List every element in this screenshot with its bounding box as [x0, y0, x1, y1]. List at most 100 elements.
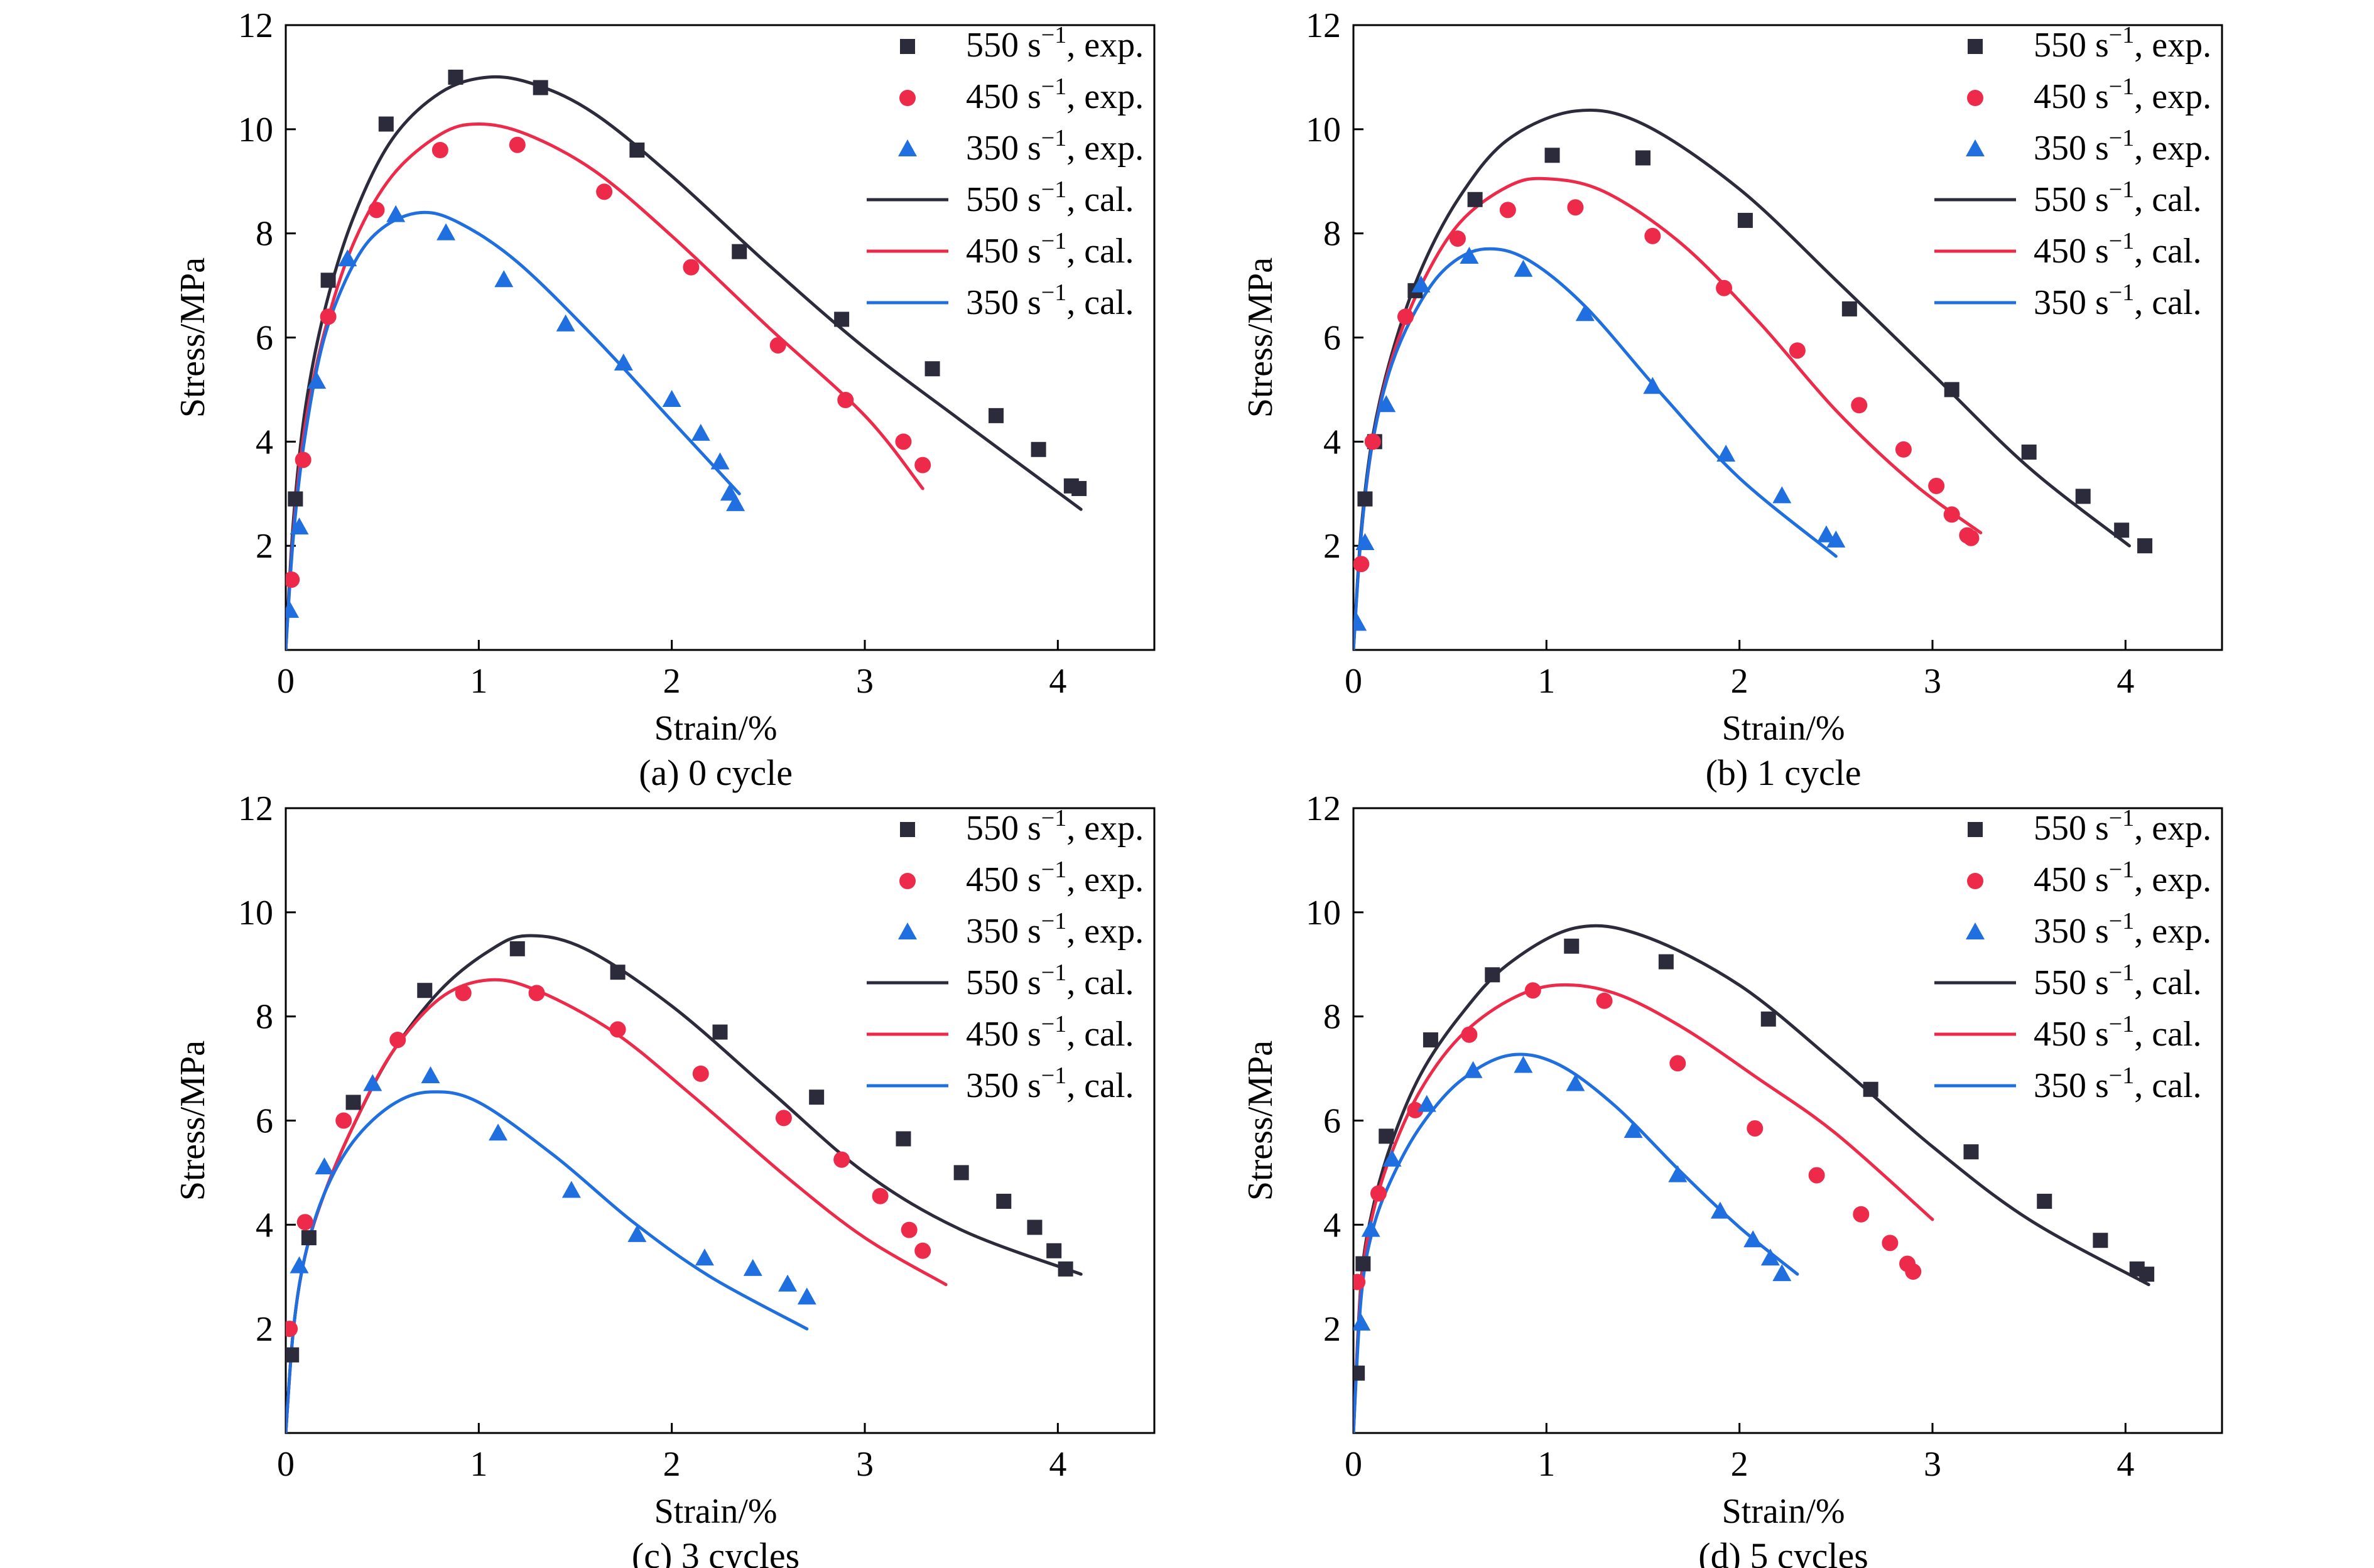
marker-s550-exp: [2114, 522, 2130, 538]
y-axis-title: Stress/MPa: [173, 1041, 212, 1201]
marker-s350-exp: [290, 517, 309, 535]
marker-s350-exp: [386, 205, 406, 222]
y-tick-label: 8: [256, 998, 273, 1037]
marker-s550-exp: [2021, 444, 2037, 460]
legend: 550 s−1, exp. 450 s−1, exp. 350 s−1, exp. 5…: [1934, 805, 2211, 1105]
marker-s450-exp: [389, 1031, 406, 1048]
legend: 550 s−1, exp. 450 s−1, exp. 350 s−1, exp. 5…: [1934, 22, 2211, 322]
marker-s550-exp: [1423, 1032, 1438, 1047]
marker-s450-exp: [528, 985, 545, 1002]
legend-label: 350 s−1, exp.: [2034, 908, 2211, 951]
marker-s550-exp: [1658, 954, 1674, 970]
legend-label: 550 s−1, exp.: [2034, 22, 2211, 65]
marker-s350-exp: [1377, 395, 1396, 413]
marker-s450-exp: [286, 1321, 298, 1338]
y-tick-label: 2: [1323, 1310, 1341, 1349]
marker-s350-exp: [1816, 525, 1836, 543]
marker-s450-exp: [1747, 1120, 1764, 1137]
marker-s450-exp: [837, 392, 854, 408]
marker-s350-exp: [726, 494, 745, 511]
marker-s350-exp: [1361, 1219, 1380, 1237]
y-tick-label: 6: [1323, 319, 1341, 358]
marker-s550-exp: [834, 311, 850, 327]
y-tick-label: 2: [1323, 527, 1341, 566]
legend-label: 450 s−1, cal.: [966, 228, 1134, 271]
marker-s550-exp: [924, 361, 940, 377]
legend-label: 450 s−1, cal.: [2034, 1011, 2202, 1054]
marker-s550-exp: [1046, 1243, 1062, 1258]
legend-label: 350 s−1, cal.: [2034, 1062, 2202, 1105]
marker-s550-exp: [2075, 489, 2091, 504]
marker-s350-exp: [1353, 1313, 1371, 1331]
legend-marker-s350: [898, 139, 917, 156]
plot-area: [286, 69, 1087, 650]
marker-s450-exp: [1851, 397, 1868, 414]
marker-s450-exp: [1461, 1026, 1478, 1043]
y-tick-label: 12: [238, 789, 273, 828]
marker-s550-exp: [1353, 1365, 1365, 1381]
legend-label: 450 s−1, cal.: [966, 1011, 1134, 1054]
x-tick-label: 2: [1731, 1445, 1748, 1484]
marker-s450-exp: [1353, 556, 1370, 573]
marker-s350-exp: [315, 1157, 334, 1175]
marker-s550-exp: [1058, 1261, 1073, 1277]
x-tick-label: 0: [277, 1445, 295, 1484]
x-tick-label: 3: [856, 1445, 874, 1484]
marker-s450-exp: [368, 202, 385, 219]
legend-marker-s450: [899, 873, 916, 889]
x-tick-label: 1: [470, 662, 487, 701]
legend-label: 450 s−1, exp.: [966, 857, 1144, 899]
y-axis-title: Stress/MPa: [1241, 257, 1280, 418]
marker-s350-exp: [286, 600, 300, 618]
y-tick-label: 10: [238, 894, 273, 933]
marker-s550-exp: [2093, 1233, 2108, 1248]
marker-s350-exp: [290, 1256, 309, 1273]
y-axis-title: Stress/MPa: [173, 257, 212, 418]
marker-s550-exp: [1071, 480, 1087, 496]
marker-s550-exp: [1737, 212, 1753, 228]
marker-s550-exp: [1355, 1256, 1371, 1272]
marker-s350-exp: [1760, 1248, 1780, 1266]
marker-s350-exp: [710, 452, 730, 470]
marker-s350-exp: [695, 1248, 714, 1266]
x-tick-label: 4: [1049, 1445, 1066, 1484]
marker-s450-exp: [1353, 1273, 1366, 1290]
marker-s350-exp: [421, 1066, 440, 1084]
marker-s350-exp: [743, 1258, 762, 1276]
marker-s550-exp: [1841, 301, 1857, 316]
marker-s450-exp: [1596, 992, 1613, 1009]
legend-label: 450 s−1, cal.: [2034, 228, 2202, 271]
marker-s350-exp: [1566, 1074, 1585, 1091]
marker-s350-exp: [1743, 1230, 1763, 1248]
marker-s350-exp: [307, 371, 327, 389]
legend-label: 550 s−1, exp.: [966, 22, 1144, 65]
y-tick-label: 2: [256, 1310, 273, 1349]
marker-s450-exp: [1397, 308, 1414, 325]
x-tick-label: 4: [2117, 1445, 2134, 1484]
curve-s550-cal: [1353, 924, 2150, 1433]
marker-s350-exp: [338, 249, 357, 267]
marker-s450-exp: [1928, 477, 1945, 494]
marker-s550-exp: [301, 1230, 317, 1246]
y-tick-label: 10: [1306, 894, 1341, 933]
y-tick-label: 8: [256, 215, 273, 254]
panel-caption: (c) 3 cycles: [632, 1535, 799, 1568]
marker-s450-exp: [286, 571, 300, 588]
legend-label: 450 s−1, exp.: [966, 73, 1144, 116]
marker-s550-exp: [2137, 538, 2153, 554]
y-tick-label: 12: [238, 6, 273, 45]
marker-s350-exp: [436, 223, 456, 241]
plot-frame: [1352, 24, 2223, 651]
x-axis-title: Strain/%: [654, 709, 778, 748]
marker-s450-exp: [609, 1021, 626, 1038]
panel-caption: (a) 0 cycle: [639, 752, 793, 793]
marker-s550-exp: [896, 1131, 911, 1147]
marker-s450-exp: [769, 337, 786, 354]
y-tick-label: 12: [1306, 789, 1341, 828]
x-tick-label: 1: [470, 1445, 487, 1484]
marker-s450-exp: [1789, 342, 1806, 359]
marker-s550-exp: [509, 941, 525, 956]
